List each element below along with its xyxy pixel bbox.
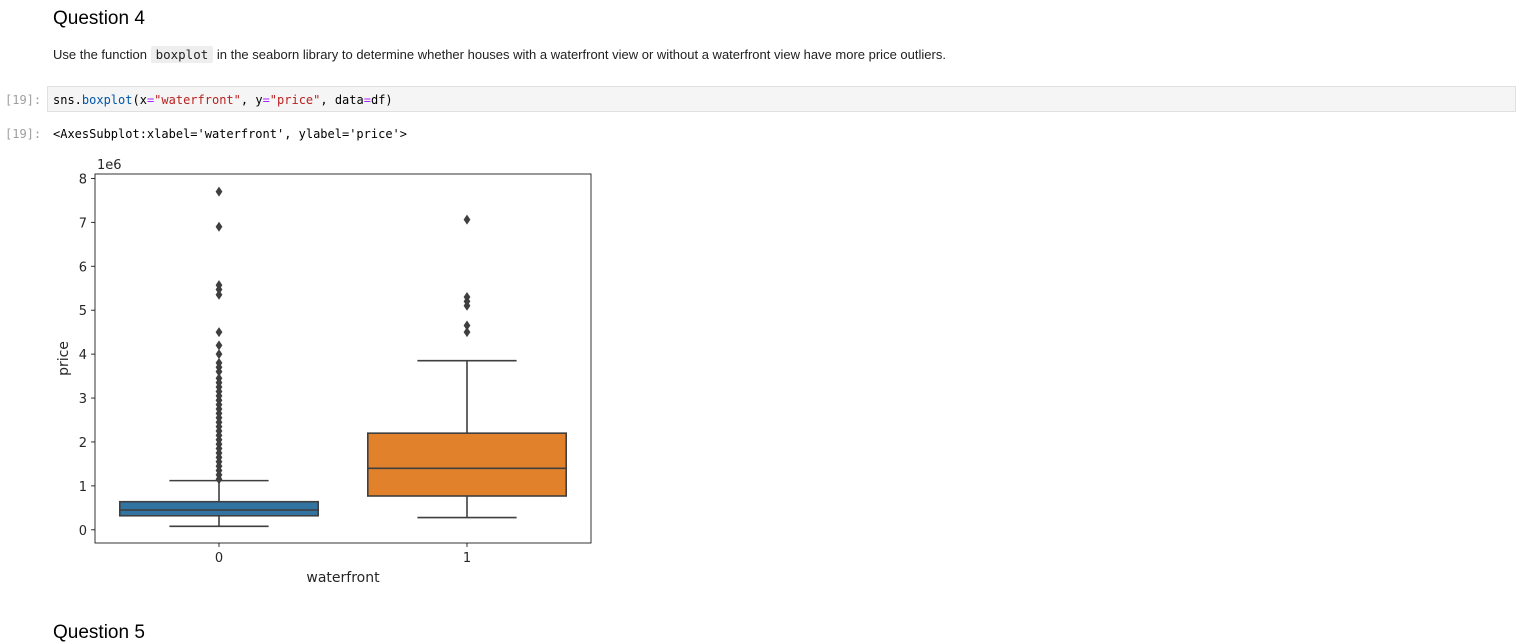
question-4-description: Use the function boxplot in the seaborn … bbox=[53, 46, 946, 63]
y-tick-label: 2 bbox=[79, 436, 87, 451]
y-tick-label: 7 bbox=[79, 216, 87, 231]
outlier-point bbox=[215, 186, 223, 197]
code-token-string: "waterfront" bbox=[154, 93, 241, 107]
code-token-function: boxplot bbox=[81, 93, 133, 107]
outlier-point bbox=[463, 320, 471, 331]
code-cell-input[interactable]: sns.boxplot(x="waterfront", y="price", d… bbox=[47, 86, 1516, 112]
outlier-point bbox=[215, 327, 223, 338]
code-token-operator: = bbox=[262, 93, 270, 107]
y-tick-label: 3 bbox=[79, 392, 87, 407]
x-tick-label: 0 bbox=[215, 551, 223, 566]
y-offset-label: 1e6 bbox=[97, 158, 122, 173]
y-axis-label: price bbox=[56, 341, 72, 376]
inline-code-boxplot: boxplot bbox=[150, 46, 214, 63]
code-token: , y bbox=[240, 93, 263, 107]
description-text-before: Use the function bbox=[53, 47, 151, 62]
y-tick-label: 5 bbox=[79, 304, 87, 319]
y-tick-label: 1 bbox=[79, 480, 87, 495]
outlier-point bbox=[463, 300, 471, 311]
code-token: , data bbox=[320, 93, 364, 107]
boxplot-chart: 0 1 2 3 4 5 6 7 8 1e6 0 1 waterfront price bbox=[56, 158, 592, 586]
x-tick-label: 1 bbox=[463, 551, 471, 566]
x-axis-label: waterfront bbox=[306, 570, 380, 586]
outlier-point bbox=[215, 474, 223, 485]
input-prompt: [19]: bbox=[5, 93, 42, 107]
box-interquartile bbox=[119, 500, 319, 517]
question-5-heading: Question 5 bbox=[53, 622, 145, 643]
outlier-point bbox=[463, 327, 471, 338]
plot-axes-frame bbox=[94, 173, 592, 544]
code-token: sns. bbox=[53, 93, 82, 107]
output-prompt: [19]: bbox=[5, 127, 42, 141]
code-token: (x bbox=[132, 93, 147, 107]
outlier-point bbox=[215, 284, 223, 295]
y-tick-label: 6 bbox=[79, 260, 87, 275]
code-token-operator: = bbox=[146, 93, 155, 107]
question-4-heading: Question 4 bbox=[53, 8, 145, 29]
cell-output-text: <AxesSubplot:xlabel='waterfront', ylabel… bbox=[53, 127, 408, 141]
outlier-point bbox=[215, 349, 223, 360]
code-token: df) bbox=[370, 93, 393, 107]
outlier-point bbox=[215, 221, 223, 232]
y-tick-label: 4 bbox=[79, 348, 87, 363]
outlier-point bbox=[215, 289, 223, 300]
outlier-point bbox=[215, 366, 223, 377]
y-tick-label: 0 bbox=[79, 524, 87, 539]
code-token-operator: = bbox=[363, 93, 371, 107]
outlier-point bbox=[215, 340, 223, 351]
outlier-point bbox=[463, 214, 471, 225]
box-interquartile bbox=[366, 432, 567, 497]
y-tick-label: 8 bbox=[79, 172, 87, 187]
description-text-after: in the seaborn library to determine whet… bbox=[213, 47, 946, 62]
code-token-string: "price" bbox=[269, 93, 321, 107]
